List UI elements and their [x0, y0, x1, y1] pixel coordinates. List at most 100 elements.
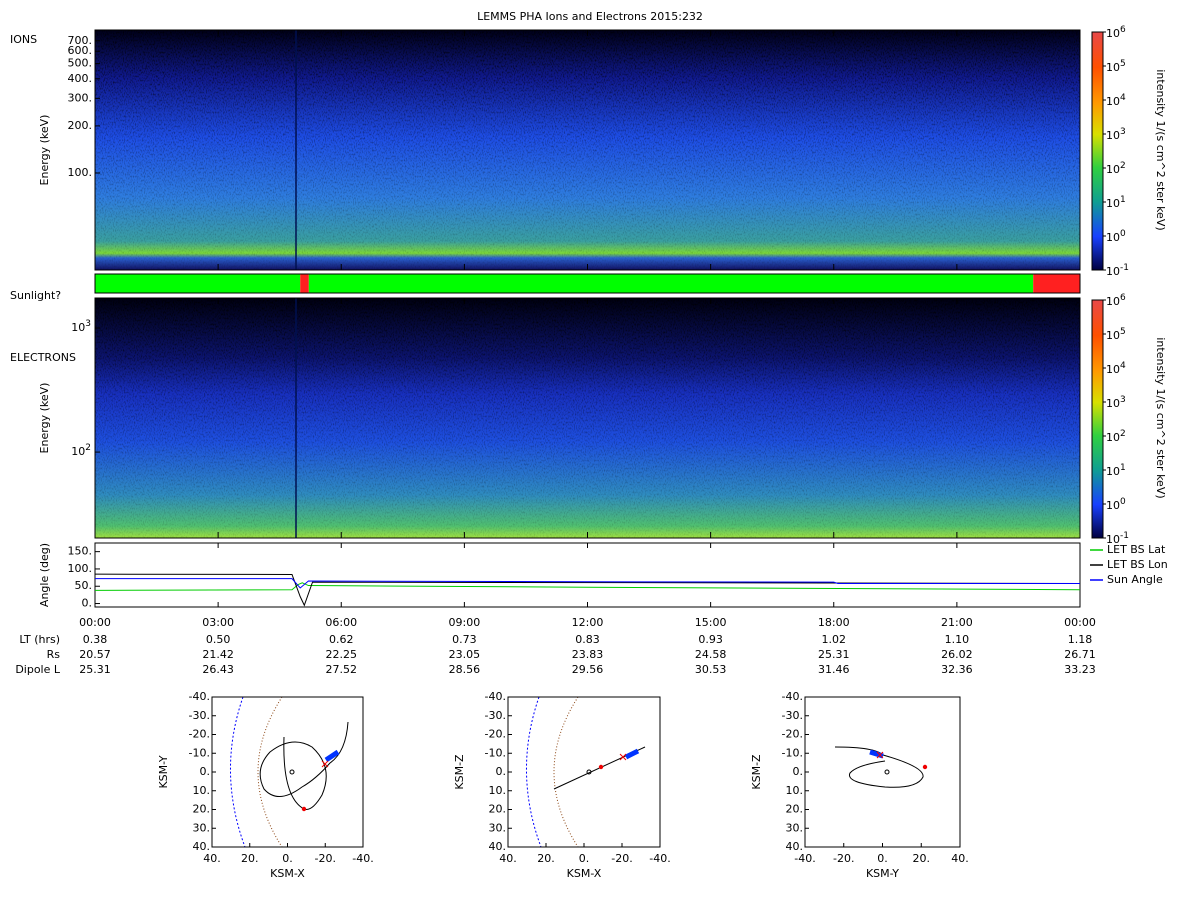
ephemeris-value: 21.42	[202, 648, 234, 661]
y-tick-label: 100.	[68, 166, 93, 179]
y-tick-label: 0.	[793, 765, 804, 778]
ephemeris-value: 0.62	[329, 633, 354, 646]
y-tick-label: 700.	[68, 34, 93, 47]
angle-line	[94, 573, 1081, 607]
tick-base: 10	[1106, 465, 1120, 478]
y-tick-label: -40.	[189, 690, 210, 703]
tick-base: 10	[1106, 533, 1120, 546]
y-tick-label: 500.	[68, 57, 93, 70]
y-tick-label: 0.	[496, 765, 507, 778]
ion-noise	[95, 30, 1080, 270]
tick-label: 102	[71, 443, 91, 459]
tick-exponent: 1	[1120, 463, 1126, 473]
tick-exponent: 0	[1120, 497, 1126, 507]
ephemeris-value: 31.46	[818, 663, 850, 676]
x-tick-label: 20.	[241, 852, 259, 865]
y-tick-label: 10.	[193, 784, 211, 797]
colorbar	[1091, 299, 1104, 539]
x-tick-label: 00:00	[79, 616, 111, 629]
tick-base: 10	[1106, 61, 1120, 74]
ephemeris-value: 27.52	[326, 663, 358, 676]
y-tick-label: 40.	[489, 840, 507, 853]
y-tick-label: 20.	[193, 803, 211, 816]
orbit-curves	[507, 696, 661, 848]
tick-exponent: 3	[1120, 395, 1126, 405]
x-tick-label: 0.	[579, 852, 590, 865]
electron-y-label: Energy (keV)	[38, 383, 51, 454]
x-tick-label: -20.	[315, 852, 336, 865]
sunlight-segment	[1033, 274, 1080, 293]
x-tick-label: 12:00	[572, 616, 604, 629]
ephemeris-value: 26.02	[941, 648, 973, 661]
tick-base: 10	[1106, 163, 1120, 176]
orbit-frame	[507, 696, 661, 848]
ephemeris-value: 25.31	[818, 648, 850, 661]
tick-base: 10	[1106, 431, 1120, 444]
tick-label: 101	[1106, 463, 1126, 479]
x-tick-label: -40.	[352, 852, 373, 865]
colorbar	[1091, 31, 1104, 271]
orbit-segment	[624, 748, 640, 760]
y-tick-label: 600.	[68, 44, 93, 57]
tick-label: 106	[1106, 293, 1126, 309]
ephemeris-value: 0.93	[698, 633, 723, 646]
y-tick-label: 30.	[489, 821, 507, 834]
ephemeris-label: LT (hrs)	[19, 633, 60, 646]
tick-base: 10	[1106, 363, 1120, 376]
legend-label: LET BS Lon	[1107, 558, 1168, 571]
tick-label: 104	[1106, 361, 1126, 377]
y-tick-label: 30.	[786, 821, 804, 834]
planet	[586, 769, 592, 775]
ephemeris-value: 0.83	[575, 633, 600, 646]
y-tick-label: -10.	[189, 746, 210, 759]
angle-frame	[94, 542, 1081, 608]
tick-base: 10	[1106, 499, 1120, 512]
tick-exponent: 5	[1120, 327, 1126, 337]
legend-label: LET BS Lat	[1107, 543, 1166, 556]
y-tick-label: -30.	[485, 709, 506, 722]
tick-exponent: 6	[1120, 293, 1126, 303]
tick-exponent: 4	[1120, 93, 1126, 103]
y-tick-label: -40.	[782, 690, 803, 703]
x-tick-label: 40.	[499, 852, 517, 865]
orbit-marker	[598, 764, 604, 770]
y-tick-label: 20.	[786, 803, 804, 816]
y-axis-label: KSM-Z	[453, 754, 466, 790]
tick-exponent: 2	[1120, 429, 1126, 439]
legend-label: Sun Angle	[1107, 573, 1163, 586]
planet	[289, 769, 295, 775]
tick-base: 10	[1106, 231, 1120, 244]
y-tick-label: -30.	[782, 709, 803, 722]
ephemeris-value: 20.57	[79, 648, 111, 661]
tick-label: 102	[1106, 161, 1126, 177]
tick-exponent: 2	[85, 443, 91, 453]
x-tick-label: 20.	[913, 852, 931, 865]
orbit-boundary	[257, 696, 283, 848]
title: LEMMS PHA Ions and Electrons 2015:232	[477, 10, 703, 23]
y-tick-label: -40.	[485, 690, 506, 703]
ephemeris-label: Dipole L	[15, 663, 61, 676]
x-tick-label: 40.	[203, 852, 221, 865]
x-tick-label: 18:00	[818, 616, 850, 629]
tick-base: 10	[1106, 397, 1120, 410]
tick-exponent: 2	[1120, 161, 1126, 171]
tick-label: 103	[71, 319, 91, 335]
y-tick-label: 0.	[82, 597, 93, 610]
x-tick-label: -40.	[649, 852, 670, 865]
x-tick-label: -20.	[833, 852, 854, 865]
tick-exponent: 1	[1120, 195, 1126, 205]
x-tick-label: 06:00	[325, 616, 357, 629]
y-tick-label: 40.	[786, 840, 804, 853]
y-axis-label: KSM-Y	[157, 755, 170, 788]
x-tick-label: 0.	[877, 852, 888, 865]
x-tick-label: -20.	[611, 852, 632, 865]
ephemeris-value: 33.23	[1064, 663, 1096, 676]
tick-base: 10	[1106, 129, 1120, 142]
orbit-curves	[804, 696, 961, 848]
x-tick-label: 15:00	[695, 616, 727, 629]
ephemeris-value: 25.31	[79, 663, 111, 676]
tick-exponent: 6	[1120, 25, 1126, 35]
ephemeris-value: 1.18	[1068, 633, 1093, 646]
ephemeris-label: Rs	[47, 648, 61, 661]
